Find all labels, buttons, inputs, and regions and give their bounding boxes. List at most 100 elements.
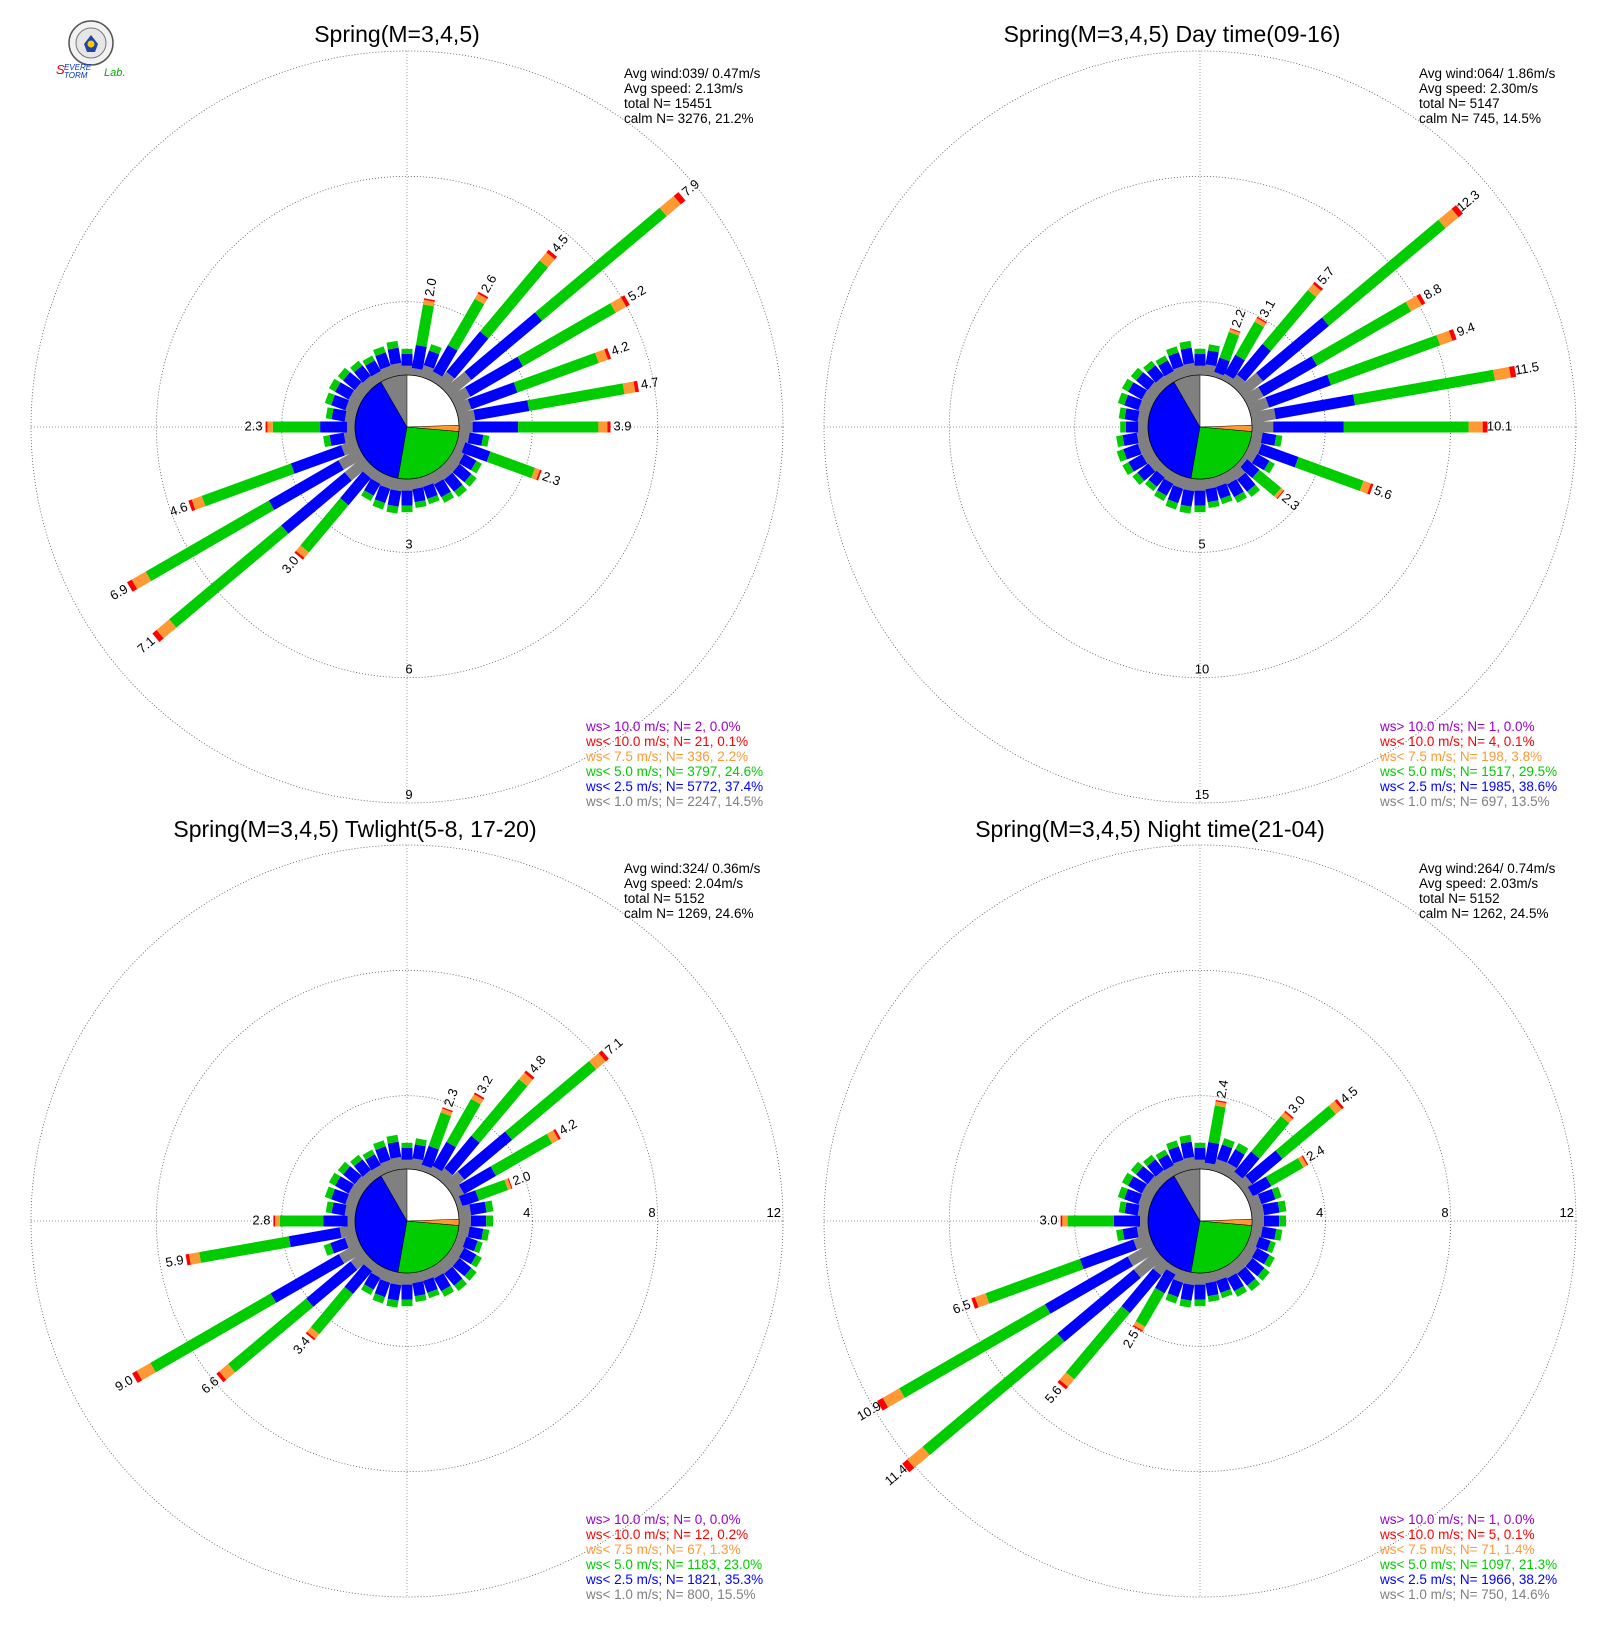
bar-seg-lt-2-5: [1128, 382, 1148, 400]
bar-seg-lt-5: [199, 1236, 291, 1263]
bar-seg-lt-7-5: [1228, 329, 1241, 336]
stat-total-n: total N= 5152: [1419, 891, 1500, 906]
bar-value-label: 3.9: [613, 418, 631, 433]
bar-seg-lt-5: [1277, 1200, 1287, 1213]
bar-seg-lt-1: [1137, 410, 1150, 424]
bar-seg-lt-2-5: [387, 1141, 402, 1159]
bar-seg-lt-5: [518, 421, 599, 433]
bar-seg-lt-1: [1140, 1215, 1148, 1227]
bar-seg-lt-5: [427, 495, 440, 505]
bar-seg-lt-10: [1229, 328, 1241, 333]
bar-seg-lt-1: [1212, 371, 1225, 380]
bar-seg-lt-5: [1121, 1172, 1134, 1186]
bar-seg-lt-2-5: [444, 472, 463, 492]
bar-seg-lt-5: [350, 360, 363, 373]
bar-seg-lt-1: [449, 387, 471, 406]
ring-label: 5: [1198, 536, 1205, 551]
bar-seg-lt-1: [1127, 1242, 1158, 1267]
bar-seg-lt-1: [457, 1224, 470, 1238]
bar-seg-lt-1: [344, 1204, 357, 1218]
bar-seg-lt-5: [145, 500, 275, 582]
bar-seg-lt-1: [443, 1171, 465, 1192]
bar-seg-lt-2-5: [1044, 1256, 1133, 1314]
bar-value-label: 5.6: [1042, 1383, 1065, 1406]
calm-wedge-lt-1: [380, 1168, 408, 1222]
bar-seg-lt-5: [985, 1258, 1084, 1304]
bar-seg-lt-7-5: [156, 619, 177, 639]
bar-seg-lt-2-5: [331, 1188, 349, 1205]
bar-seg-lt-5: [1067, 1215, 1114, 1227]
bar-seg-lt-10: [620, 295, 630, 307]
bar-seg-lt-2-5: [1205, 350, 1219, 367]
ring-label: 9: [405, 787, 412, 802]
bar-seg-lt-1: [1173, 1159, 1188, 1174]
bar-seg-lt-2-5: [461, 442, 491, 462]
bar-seg-lt-2-5: [1180, 489, 1195, 507]
bar-value-label: 4.5: [1337, 1083, 1360, 1106]
bar-seg-lt-2-5: [472, 421, 519, 433]
stat-calm-n: calm N= 3276, 21.2%: [624, 111, 753, 126]
bar-value-label: 3.4: [290, 1333, 313, 1356]
bar-seg-lt-2-5: [1147, 1159, 1164, 1177]
legend-ws-lt-1: ws< 1.0 m/s; N= 697, 13.5%: [1379, 794, 1550, 809]
bar-seg-lt-2-5: [401, 354, 413, 366]
bar-seg-lt-10: [877, 1397, 889, 1411]
bar-seg-lt-5: [454, 484, 467, 497]
legend-ws-gt-10: ws> 10.0 m/s; N= 0, 0.0%: [585, 1512, 741, 1527]
bar-seg-lt-5: [481, 1228, 490, 1241]
bar-seg-lt-10: [1132, 1325, 1144, 1332]
bar-seg-lt-10: [1334, 1099, 1344, 1110]
ring-label: 3: [405, 536, 412, 551]
bar-value-label: 2.5: [1120, 1327, 1142, 1350]
bar-seg-lt-2-5: [458, 1166, 497, 1195]
bar-seg-lt-5: [1264, 1254, 1275, 1268]
bar-seg-lt-2-5: [1148, 470, 1165, 487]
bar-seg-lt-5: [1247, 1278, 1260, 1291]
bar-seg-lt-5: [1220, 495, 1233, 505]
bar-seg-lt-10: [273, 1215, 275, 1227]
bar-seg-lt-5: [414, 1138, 427, 1147]
windrose-bars: [1116, 205, 1517, 514]
bar-value-label: 2.0: [422, 277, 440, 297]
bar-seg-lt-10: [1301, 1155, 1309, 1166]
bar-seg-lt-2-5: [320, 421, 347, 433]
bar-seg-lt-5: [446, 1098, 481, 1148]
bar-seg-lt-7-5: [1438, 208, 1459, 229]
windrose-panel-4: Spring(M=3,4,5) Night time(21-04) 4 8 12 2…: [823, 816, 1577, 1602]
bar-seg-lt-5: [323, 1243, 334, 1256]
bar-seg-lt-5: [1274, 1228, 1283, 1241]
bar-seg-lt-1: [436, 371, 455, 391]
ring-label: 15: [1195, 787, 1209, 802]
svg-text:Lab.: Lab.: [104, 67, 125, 79]
bar-seg-lt-1: [410, 1158, 424, 1171]
bar-seg-lt-2-5: [1079, 1239, 1137, 1270]
grid-ring: [948, 969, 1452, 1473]
bar-seg-lt-2-5: [412, 1144, 426, 1161]
bar-seg-lt-1: [344, 1233, 360, 1249]
bar-seg-lt-10: [604, 348, 612, 360]
bar-seg-lt-2-5: [1257, 1189, 1276, 1205]
bar-seg-lt-2-5: [469, 1201, 487, 1216]
bar-seg-lt-2-5: [1147, 365, 1164, 383]
bar-seg-lt-5: [1179, 1298, 1192, 1308]
bar-seg-lt-2-5: [458, 1190, 480, 1207]
bar-seg-lt-10: [971, 1297, 979, 1309]
bar-seg-lt-2-5: [452, 1257, 472, 1277]
bar-seg-lt-2-5: [1194, 1284, 1206, 1300]
bar-seg-lt-1: [401, 479, 413, 491]
stat-avg-wind: Avg wind:039/ 0.47m/s: [624, 66, 761, 81]
bar-seg-lt-2-5: [412, 1281, 426, 1297]
bar-seg-lt-1: [1194, 365, 1206, 375]
bar-seg-lt-5: [386, 340, 399, 350]
grid-ring: [155, 175, 659, 679]
panel-title: Spring(M=3,4,5) Day time(09-16): [1004, 21, 1341, 47]
stat-calm-n: calm N= 1262, 24.5%: [1419, 906, 1548, 921]
bar-value-label: 3.0: [279, 553, 302, 576]
bar-seg-lt-7-5: [598, 421, 608, 433]
bar-seg-lt-1: [419, 1164, 432, 1174]
bar-seg-lt-1: [1183, 1271, 1197, 1286]
bar-seg-lt-5: [1235, 321, 1264, 361]
bar-seg-lt-10: [524, 1070, 535, 1080]
bar-seg-lt-5: [401, 1142, 413, 1148]
bar-seg-lt-5: [386, 504, 399, 514]
